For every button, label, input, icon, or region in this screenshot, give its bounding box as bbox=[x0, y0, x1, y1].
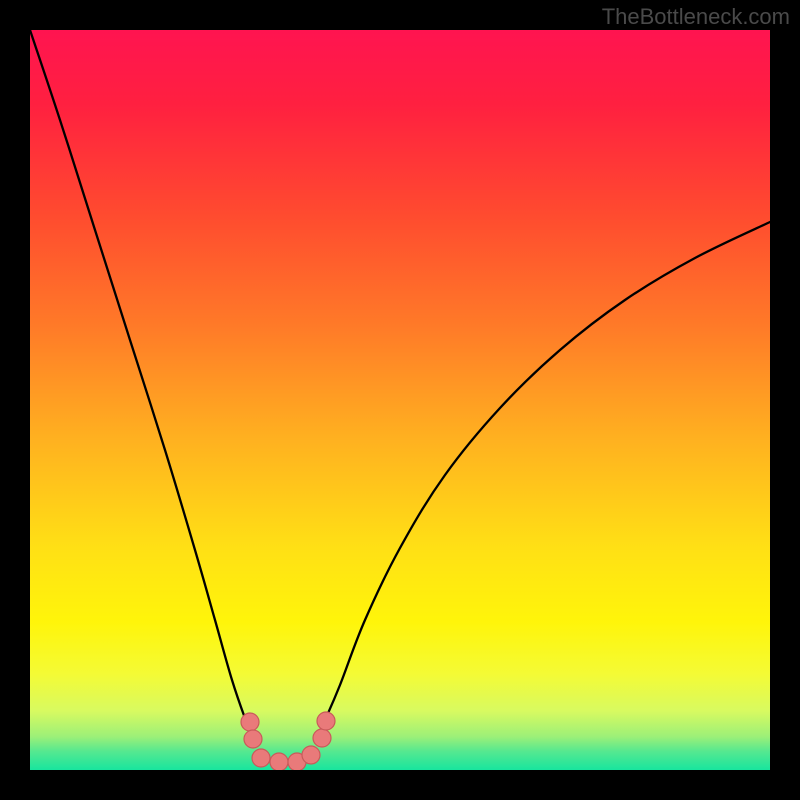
plot-background-gradient bbox=[30, 30, 770, 770]
marker-dot-7 bbox=[317, 712, 335, 730]
marker-dot-1 bbox=[244, 730, 262, 748]
marker-dot-5 bbox=[302, 746, 320, 764]
marker-dot-6 bbox=[313, 729, 331, 747]
watermark-text: TheBottleneck.com bbox=[602, 4, 790, 30]
marker-dot-3 bbox=[270, 753, 288, 771]
marker-dot-2 bbox=[252, 749, 270, 767]
bottleneck-chart bbox=[0, 0, 800, 800]
marker-dot-0 bbox=[241, 713, 259, 731]
